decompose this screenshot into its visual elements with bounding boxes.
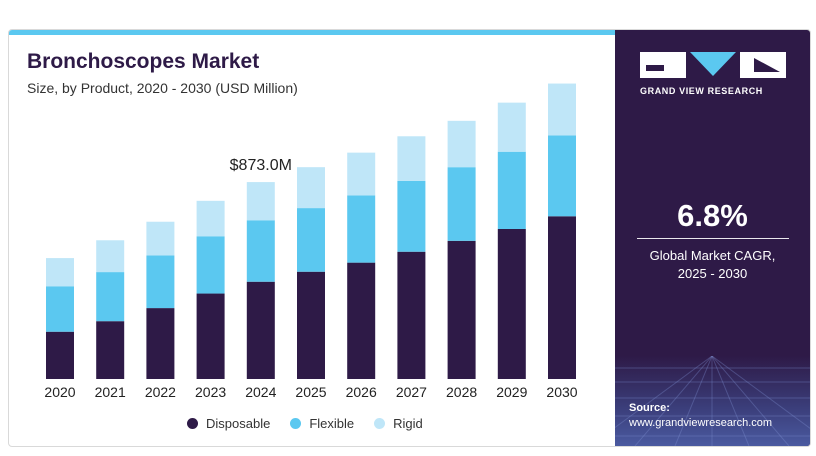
legend-item-flexible: Flexible [290,416,354,431]
grid-floor-graphic [615,355,810,446]
bar-flexible-2020 [46,286,74,332]
bar-flexible-2023 [196,236,225,294]
insight-panel: GRAND VIEW RESEARCH 6.8% Global Market C… [615,30,810,446]
legend-label-flexible: Flexible [309,415,355,431]
logo-block-left [640,52,686,78]
chart-subtitle: Size, by Product, 2020 - 2030 (USD Milli… [27,80,298,96]
bar-flexible-2025 [297,208,325,272]
bar-rigid-2020 [46,258,74,287]
x-tick-2026: 2026 [346,384,377,400]
x-tick-2025: 2025 [295,384,326,400]
bar-rigid-2029 [497,102,526,152]
bar-flexible-2028 [447,167,476,241]
x-tick-2027: 2027 [396,384,427,400]
logo-mark [640,52,788,78]
cagr-label-line2: 2025 - 2030 [677,266,748,281]
bar-disposable-2021 [96,321,125,379]
x-tick-2030: 2030 [546,384,577,400]
cagr-divider [637,238,789,239]
x-tick-2023: 2023 [195,384,226,400]
bar-rigid-2025 [297,167,325,209]
x-tick-2024: 2024 [245,384,276,400]
stacked-bar-chart: 2020 2021 2022 2023 2024 2025 2026 2027 2028 2029… [44,83,578,400]
bar-flexible-2030 [548,135,576,217]
bar-rigid-2030 [548,83,576,136]
brand-name: GRAND VIEW RESEARCH [640,86,763,96]
bar-disposable-2020 [46,331,74,379]
legend-swatch-disposable [187,417,198,429]
bar-disposable-2030 [548,216,576,379]
source-label: Source: [629,402,670,414]
bar-rigid-2027 [397,136,426,181]
x-tick-2028: 2028 [446,384,477,400]
bar-disposable-2024 [246,281,275,379]
bar-rigid-2026 [347,152,376,196]
bar-disposable-2027 [397,251,426,379]
bar-disposable-2025 [297,271,325,379]
legend-label-rigid: Rigid [393,415,423,431]
chart-legend: Disposable Flexible Rigid [187,413,423,433]
gvr-logo-icon: GRAND VIEW RESEARCH [640,52,788,96]
bar-disposable-2029 [497,229,526,379]
bar-disposable-2022 [146,308,175,379]
bar-flexible-2021 [96,272,125,322]
bar-rigid-2023 [196,200,225,237]
bar-flexible-2027 [397,180,426,252]
bar-flexible-2026 [347,195,376,263]
bar-flexible-2029 [497,151,526,229]
legend-label-disposable: Disposable [206,415,271,431]
legend-item-disposable: Disposable [187,416,270,431]
cagr-label-line1: Global Market CAGR, [649,248,776,263]
bar-rigid-2021 [96,240,125,273]
legend-item-rigid: Rigid [374,416,423,431]
bar-disposable-2028 [447,240,476,379]
bar-flexible-2022 [146,255,175,309]
legend-swatch-rigid [374,417,386,429]
x-tick-2029: 2029 [496,384,527,400]
bar-disposable-2023 [196,293,225,379]
bar-rigid-2022 [146,221,175,256]
bar-disposable-2026 [347,262,376,379]
bar-rigid-2028 [447,120,476,168]
callout-2024: $873.0M [230,157,292,174]
bar-rigid-2024 [246,182,275,221]
cagr-label: Global Market CAGR, 2025 - 2030 [615,247,810,283]
logo-block-middle [690,52,736,78]
x-tick-2022: 2022 [145,384,176,400]
logo-block-right [740,52,786,78]
chart-title: Bronchoscopes Market [27,50,260,73]
accent-bar [9,30,615,35]
bar-flexible-2024 [246,220,275,282]
legend-swatch-flexible [290,417,302,429]
chart-card: Bronchoscopes Market Size, by Product, 2… [8,29,811,447]
source-link[interactable]: www.grandviewresearch.com [629,417,773,429]
x-tick-2021: 2021 [95,384,126,400]
x-tick-2020: 2020 [44,384,75,400]
cagr-value: 6.8% [677,198,748,233]
